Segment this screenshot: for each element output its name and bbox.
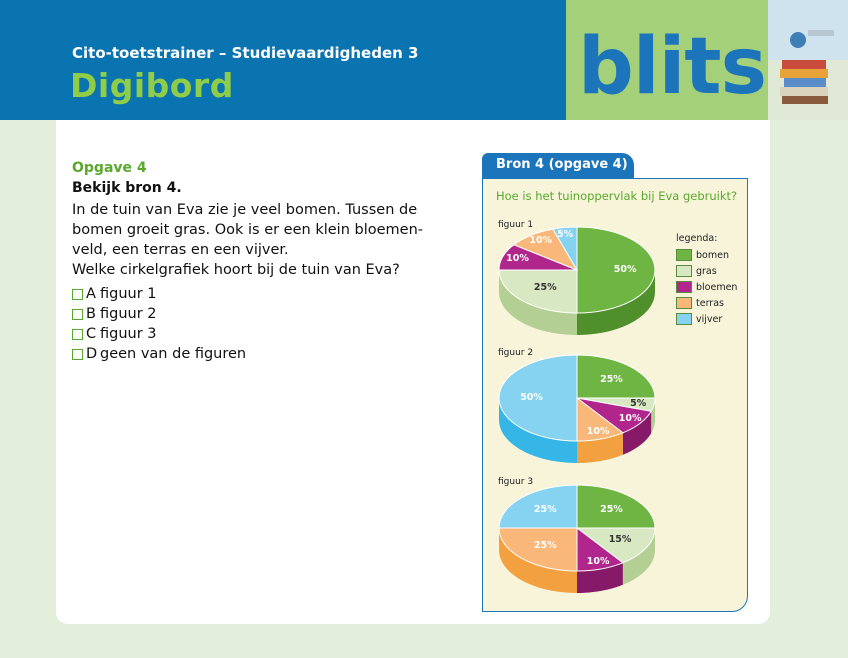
pie-value-label: 10%	[506, 253, 529, 265]
option-d[interactable]: D geen van de figuren	[72, 344, 246, 364]
pie-value-label: 50%	[520, 392, 543, 403]
pie-value-label: 25%	[533, 540, 557, 552]
question-line: In de tuin van Eva zie je veel bomen. Tu…	[72, 202, 418, 218]
pie-side-terras	[577, 432, 623, 463]
legend-label: vijver	[696, 313, 723, 325]
pie-slice-gras	[498, 269, 578, 314]
pie-side-gras	[622, 528, 655, 585]
pie-slice-vijver	[552, 226, 578, 272]
legend: legenda: bomen gras bloemen terras vijve…	[676, 233, 737, 327]
pie-value-label: 15%	[608, 533, 632, 545]
legend-item: bloemen	[676, 279, 737, 295]
option-text: geen van de figuren	[100, 346, 247, 362]
legend-title: legenda:	[676, 233, 718, 244]
pie-side-gras	[651, 398, 655, 434]
option-letter: B	[86, 306, 96, 322]
pie-value-label: 50%	[613, 264, 637, 275]
pie-side-bloemen	[577, 562, 623, 593]
pie-value-label: 25%	[533, 282, 557, 294]
legend-label: bloemen	[696, 281, 738, 293]
legend-item: vijver	[676, 311, 737, 327]
question-line: veld, een terras en een vijver.	[72, 242, 289, 258]
pie-figure-2	[498, 354, 656, 463]
logo-box	[566, 0, 768, 140]
option-text: figuur 1	[100, 286, 157, 302]
legend-label: bomen	[696, 249, 729, 261]
figure-1-label: figuur 1	[498, 220, 534, 230]
legend-label: gras	[696, 265, 717, 277]
legend-swatch	[676, 297, 692, 309]
question-text: In de tuin van Eva zie je veel bomen. Tu…	[72, 200, 432, 280]
header-subtitle: Cito-toetstrainer – Studievaardigheden 3	[72, 44, 419, 62]
pie-slice-bomen	[576, 354, 656, 399]
question-instruction: Bekijk bron 4.	[72, 180, 182, 196]
legend-swatch	[676, 249, 692, 261]
legend-label: terras	[696, 297, 724, 309]
option-letter: D	[86, 346, 98, 362]
legend-item: bomen	[676, 247, 737, 263]
blits-logo: blits	[578, 22, 767, 112]
pie-slice-vijver	[498, 354, 578, 442]
pie-slice-vijver	[498, 484, 578, 529]
legend-swatch	[676, 313, 692, 325]
pie-value-label: 10%	[586, 555, 610, 567]
pie-value-label: 25%	[600, 373, 623, 385]
pie-value-label: 25%	[600, 503, 623, 515]
legend-swatch	[676, 281, 692, 293]
books-illustration-icon	[768, 0, 848, 120]
source-tab: Bron 4 (opgave 4)	[482, 153, 634, 178]
pie-value-label: 5%	[556, 229, 574, 241]
legend-swatch	[676, 265, 692, 277]
option-letter: C	[86, 326, 97, 342]
option-text: figuur 2	[100, 306, 157, 322]
option-c[interactable]: C figuur 3	[72, 324, 246, 344]
pie-value-label: 10%	[529, 235, 553, 247]
pie-charts	[498, 226, 656, 593]
pie-side-terras	[499, 528, 577, 593]
checkbox[interactable]	[72, 308, 83, 320]
checkbox[interactable]	[72, 328, 83, 340]
figure-2-label: figuur 2	[498, 348, 534, 358]
header-title: Digibord	[70, 66, 234, 105]
question-number: Opgave 4	[72, 160, 147, 176]
pie-side-vijver	[499, 398, 577, 463]
pie-figure-3	[498, 484, 656, 593]
source-question: Hoe is het tuinoppervlak bij Eva gebruik…	[496, 189, 738, 203]
pie-value-label: 10%	[618, 412, 642, 424]
pie-slice-bomen	[576, 226, 656, 314]
pie-value-label: 25%	[533, 503, 557, 515]
checkbox[interactable]	[72, 288, 83, 300]
pie-side-gras	[499, 270, 577, 335]
option-text: figuur 3	[100, 326, 157, 342]
option-b[interactable]: B figuur 2	[72, 304, 246, 324]
question-line: Welke cirkelgrafiek hoort bij de tuin va…	[72, 262, 400, 278]
pie-slice-terras	[498, 527, 578, 572]
option-a[interactable]: A figuur 1	[72, 284, 246, 304]
pie-figure-1	[498, 226, 656, 335]
legend-item: gras	[676, 263, 737, 279]
question-line: bomen groeit gras. Ook is er een klein b…	[72, 222, 423, 238]
pie-value-label: 10%	[586, 425, 610, 437]
pie-side-bloemen	[622, 411, 652, 455]
pie-side-bomen	[577, 270, 655, 335]
figure-3-label: figuur 3	[498, 477, 534, 487]
pie-slice-bomen	[576, 484, 656, 529]
pie-value-label: 5%	[630, 397, 647, 409]
pie-slice-gras	[575, 527, 656, 564]
answer-options: A figuur 1 B figuur 2 C figuur 3 D geen …	[72, 284, 246, 364]
legend-item: terras	[676, 295, 737, 311]
checkbox[interactable]	[72, 348, 83, 360]
option-letter: A	[86, 286, 96, 302]
